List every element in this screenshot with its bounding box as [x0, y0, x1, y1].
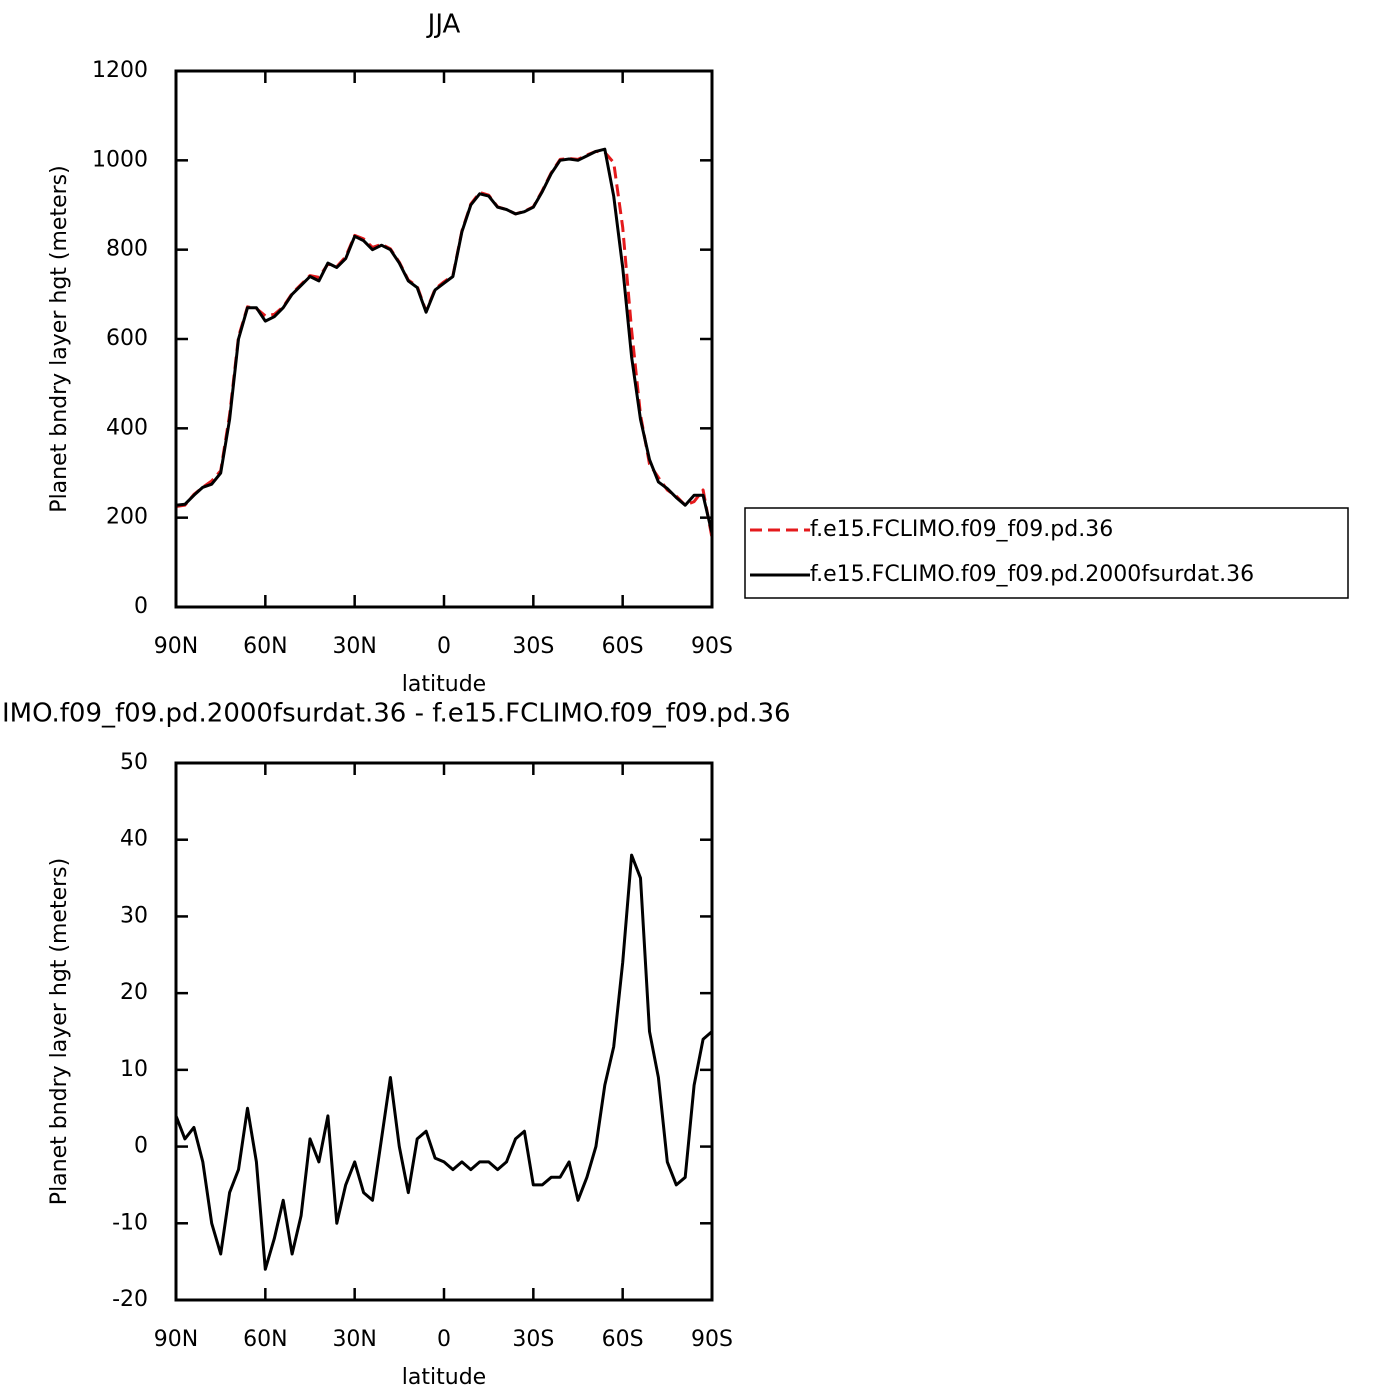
- legend-label: f.e15.FCLIMO.f09_f09.pd.2000fsurdat.36: [810, 562, 1254, 587]
- y-tick-label: 30: [120, 903, 148, 928]
- y-tick-label: -10: [112, 1210, 148, 1235]
- x-axis-label: latitude: [402, 672, 486, 697]
- x-tick-label: 60S: [602, 634, 644, 659]
- x-tick-label: 60N: [243, 1327, 287, 1352]
- plot: IMO.f09_f09.pd.2000fsurdat.36 - f.e15.FC…: [2, 699, 791, 1391]
- x-tick-label: 30N: [332, 1327, 376, 1352]
- y-tick-label: 20: [120, 980, 148, 1005]
- chart-title: JJA: [426, 10, 461, 40]
- y-tick-label: 10: [120, 1057, 148, 1082]
- x-tick-label: 90S: [691, 1327, 733, 1352]
- x-tick-label: 60N: [243, 634, 287, 659]
- y-tick-label: 1000: [92, 147, 148, 172]
- y-axis-label: Planet bndry layer hgt (meters): [47, 858, 72, 1205]
- plot: JJA latitude Planet bndry layer hgt (meter…: [47, 10, 1349, 697]
- y-tick-label: 0: [134, 594, 148, 619]
- data-line: [175, 147, 714, 534]
- y-tick-label: 800: [106, 237, 148, 262]
- x-tick-label: 30S: [512, 1327, 554, 1352]
- legend-label: f.e15.FCLIMO.f09_f09.pd.36: [810, 517, 1113, 542]
- x-tick-label: 0: [437, 1327, 451, 1352]
- y-tick-label: -20: [112, 1287, 148, 1312]
- y-tick-label: 40: [120, 827, 148, 852]
- y-tick-label: 1200: [92, 58, 148, 83]
- x-tick-label: 30S: [512, 634, 554, 659]
- x-tick-label: 90N: [154, 634, 198, 659]
- x-tick-label: 90S: [691, 634, 733, 659]
- y-tick-label: 600: [106, 326, 148, 351]
- x-tick-label: 30N: [332, 634, 376, 659]
- x-tick-label: 90N: [154, 1327, 198, 1352]
- chart-title: IMO.f09_f09.pd.2000fsurdat.36 - f.e15.FC…: [2, 699, 791, 729]
- y-tick-label: 50: [120, 750, 148, 775]
- y-axis-label: Planet bndry layer hgt (meters): [47, 165, 72, 512]
- plot-frame: [174, 761, 714, 1302]
- legend-box: [744, 507, 1349, 599]
- data-line: [174, 853, 713, 1271]
- plot-frame: [174, 69, 714, 609]
- x-axis-label: latitude: [402, 1365, 486, 1390]
- y-tick-label: 200: [106, 505, 148, 530]
- y-tick-label: 0: [134, 1134, 148, 1159]
- x-tick-label: 0: [437, 634, 451, 659]
- y-tick-label: 400: [106, 415, 148, 440]
- x-tick-label: 60S: [602, 1327, 644, 1352]
